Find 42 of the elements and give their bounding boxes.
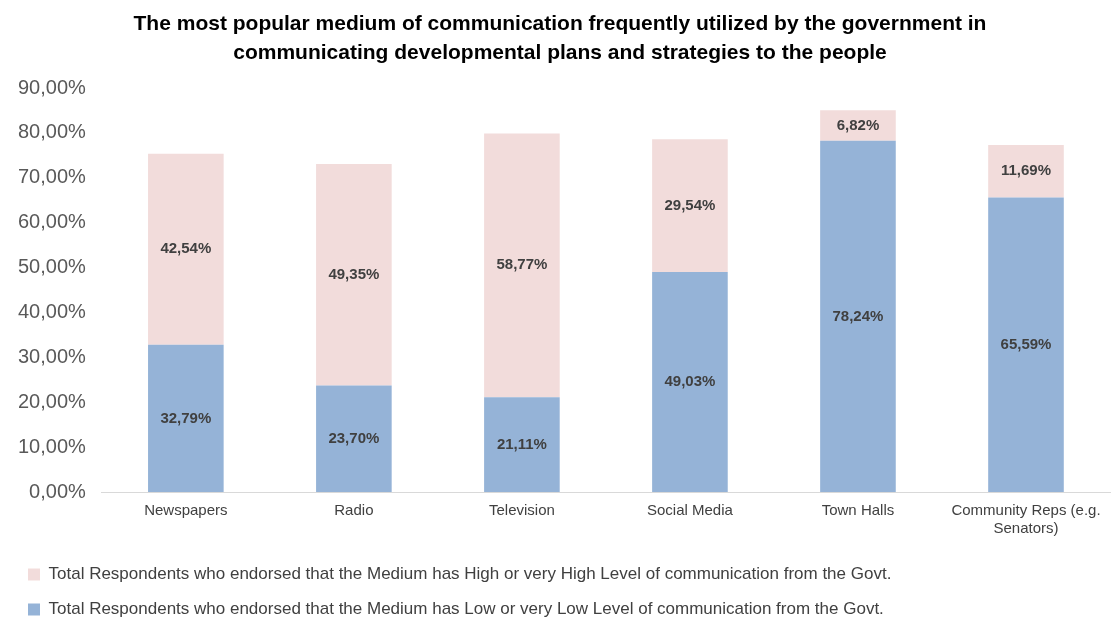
bar: [484, 397, 560, 492]
x-tick-label: Radio: [334, 501, 374, 519]
data-label: 32,79%: [160, 408, 212, 426]
bar: [652, 271, 728, 492]
bar: [316, 164, 392, 386]
bar: [820, 140, 896, 492]
y-tick-label: 50,00%: [17, 255, 87, 278]
data-label: 6,82%: [836, 115, 880, 133]
bar: [484, 133, 560, 398]
x-tick-label: Television: [488, 501, 555, 519]
data-label: 29,54%: [664, 195, 716, 213]
y-tick-label: 60,00%: [17, 210, 87, 233]
bar: [148, 153, 224, 345]
data-label: 49,35%: [328, 264, 380, 282]
y-tick-label: 20,00%: [17, 389, 87, 412]
bar: [316, 385, 392, 492]
y-tick-label: 10,00%: [17, 434, 87, 457]
x-tick-label: Town Halls: [821, 501, 895, 519]
data-label: 58,77%: [496, 255, 548, 273]
bar: [652, 139, 728, 272]
data-label: 42,54%: [160, 239, 212, 257]
data-label: 65,59%: [1000, 334, 1052, 352]
data-label: 11,69%: [1000, 161, 1052, 179]
x-tick-label: Newspapers: [144, 501, 228, 519]
x-tick-label: Community Reps (e.g. Senators): [951, 501, 1101, 537]
bar: [988, 197, 1064, 492]
y-tick-label: 40,00%: [17, 299, 87, 322]
legend-label: Total Respondents who endorsed that the Medium has Low or very Low Level of communication from the Govt.: [48, 599, 884, 619]
bar: [148, 344, 224, 492]
data-label: 78,24%: [832, 306, 884, 324]
y-tick-label: 30,00%: [17, 344, 87, 367]
y-tick-label: 90,00%: [17, 75, 87, 98]
data-label: 21,11%: [496, 434, 547, 452]
y-tick-label: 0,00%: [29, 479, 87, 502]
y-tick-label: 80,00%: [17, 120, 87, 143]
bar: [988, 145, 1064, 198]
legend-label: Total Respondents who endorsed that the Medium has High or very High Level of communication from the Govt.: [48, 564, 892, 584]
x-tick-label: Social Media: [646, 501, 734, 519]
data-label: 49,03%: [664, 372, 716, 390]
y-tick-label: 70,00%: [17, 165, 87, 188]
data-label: 23,70%: [328, 428, 380, 446]
chart-title: The most popular medium of communication frequently utilized by the government in communicating developmental plans and strategies to the people: [132, 10, 988, 65]
